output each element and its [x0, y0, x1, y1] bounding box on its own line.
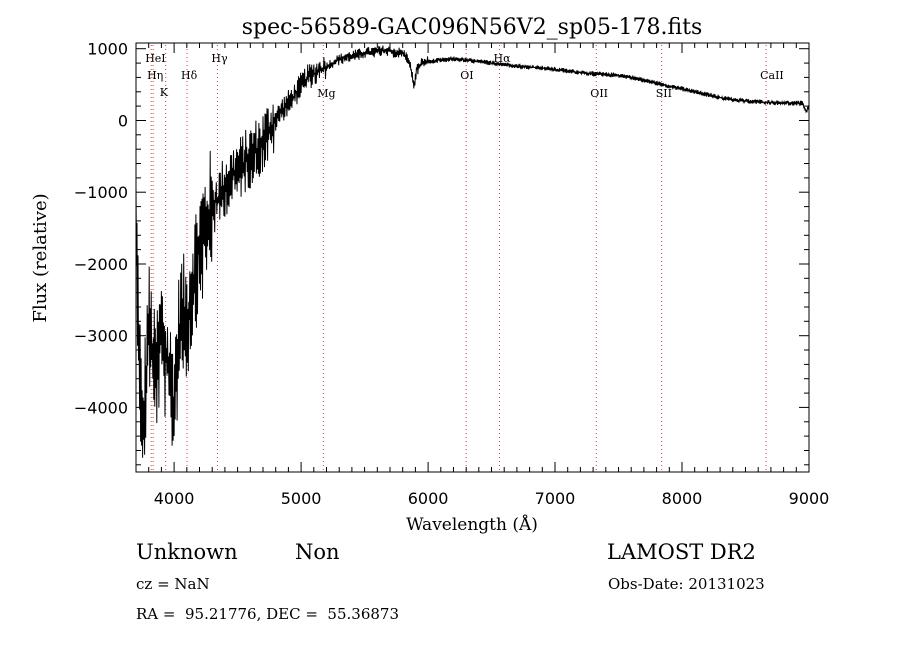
spectral-line-label: HeI — [145, 52, 165, 65]
coordinates: RA = 95.21776, DEC = 55.36873 — [136, 605, 400, 623]
spectral-line-label: OII — [590, 87, 608, 100]
y-tick-label: −4000 — [74, 398, 128, 417]
y-axis-label: Flux (relative) — [30, 193, 51, 322]
x-tick-label: 7000 — [535, 489, 576, 508]
axis-ticks — [135, 43, 810, 472]
spectrum-line — [135, 45, 810, 458]
spectrum-series — [135, 45, 810, 458]
y-tick-label: −2000 — [74, 255, 128, 274]
x-tick-label: 4000 — [154, 489, 195, 508]
spectral-line-label: Hδ — [181, 69, 198, 82]
spectrum-chart: spec-56589-GAC096N56V2_sp05-178.fits HeI… — [30, 15, 830, 535]
spectral-line-markers: HeI Hη K Hδ Hγ Mg OI Hα OII SII CaII — [145, 45, 784, 472]
object-class: Unknown — [136, 540, 238, 564]
y-tick-label: −3000 — [74, 327, 128, 346]
x-tick-label: 5000 — [281, 489, 322, 508]
observation-date: Obs-Date: 20131023 — [608, 575, 765, 593]
plot-frame — [135, 42, 810, 473]
spectral-line-label: K — [160, 86, 169, 99]
y-tick-label: 1000 — [87, 40, 128, 59]
spectral-line-label: SII — [656, 87, 672, 100]
chart-title: spec-56589-GAC096N56V2_sp05-178.fits — [242, 15, 703, 40]
x-tick-label: 9000 — [789, 489, 830, 508]
redshift-value: cz = NaN — [136, 575, 210, 593]
spectral-line-label: CaII — [760, 69, 784, 82]
spectral-line-label: Hα — [494, 52, 512, 65]
survey-name: LAMOST DR2 — [607, 540, 756, 564]
spectral-line-label: OI — [460, 69, 473, 82]
x-tick-labels: 4000 5000 6000 7000 8000 9000 — [154, 489, 830, 508]
x-tick-label: 8000 — [662, 489, 703, 508]
y-tick-label: 0 — [118, 112, 128, 131]
object-subclass: Non — [295, 540, 340, 564]
spectral-line-label: Mg — [317, 87, 335, 100]
x-axis-label: Wavelength (Å) — [406, 514, 538, 535]
spectral-line-label: Hγ — [211, 52, 228, 65]
y-tick-labels: −4000 −3000 −2000 −1000 0 1000 — [74, 40, 128, 418]
y-tick-label: −1000 — [74, 183, 128, 202]
x-tick-label: 6000 — [408, 489, 449, 508]
spectral-line-label: Hη — [147, 69, 163, 82]
